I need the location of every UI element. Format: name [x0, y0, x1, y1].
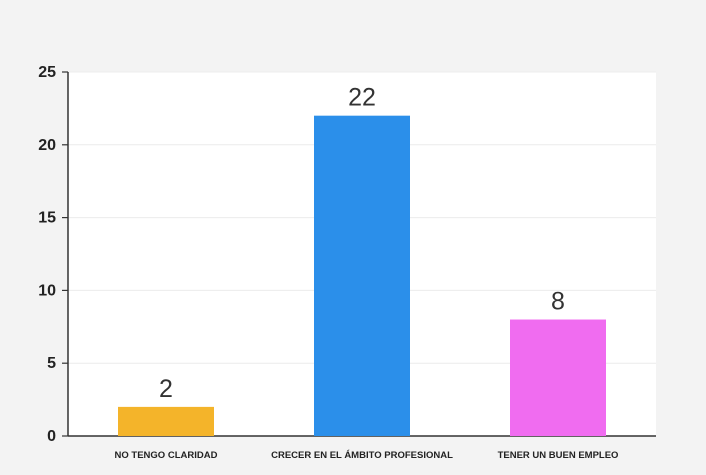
y-tick-label: 15: [38, 210, 56, 227]
x-tick-label: CRECER EN EL ÁMBITO PROFESIONAL: [271, 450, 453, 461]
bar: [314, 115, 410, 437]
x-tick-label: NO TENGO CLARIDAD: [115, 450, 218, 461]
y-tick-label: 5: [47, 355, 56, 372]
x-tick-label: TENER UN BUEN EMPLEO: [498, 450, 619, 461]
bar: [118, 406, 214, 436]
y-tick-label: 25: [38, 64, 56, 81]
data-label: 8: [551, 288, 565, 316]
y-tick-label: 20: [38, 137, 56, 154]
data-label: 22: [348, 84, 376, 112]
bar: [510, 319, 606, 436]
y-tick-label: 0: [47, 428, 56, 445]
y-tick-label: 10: [38, 282, 56, 299]
data-label: 2: [159, 375, 173, 403]
